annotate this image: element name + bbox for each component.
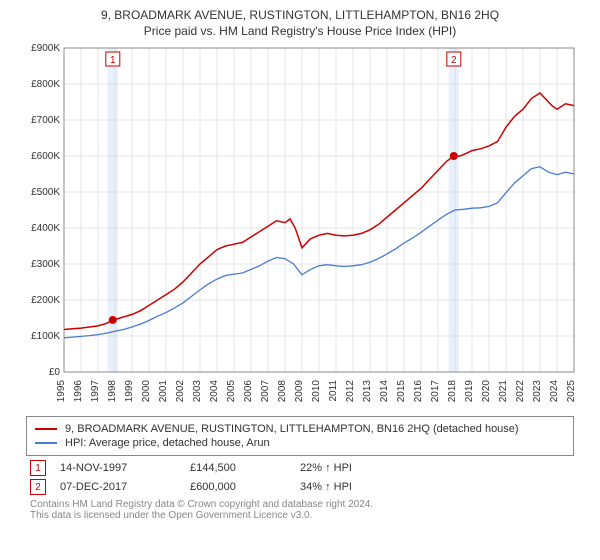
y-tick-label: £500K — [31, 187, 60, 198]
footer-copyright: Contains HM Land Registry data © Crown c… — [30, 499, 570, 510]
x-tick-label: 2018 — [447, 380, 458, 403]
legend-swatch — [35, 442, 57, 444]
y-tick-label: £0 — [49, 367, 61, 378]
x-tick-label: 2002 — [175, 380, 186, 403]
x-tick-label: 2004 — [209, 380, 220, 403]
x-tick-label: 2014 — [379, 380, 390, 403]
x-tick-label: 2011 — [328, 380, 339, 402]
y-tick-label: £400K — [31, 223, 60, 234]
y-tick-label: £100K — [31, 331, 60, 342]
events-table: 1 14-NOV-1997£144,50022% ↑ HPI 2 07-DEC-201… — [30, 460, 570, 495]
event-row: 1 14-NOV-1997£144,50022% ↑ HPI — [30, 460, 570, 476]
x-tick-label: 2001 — [158, 380, 169, 403]
legend-text: HPI: Average price, detached house, Arun — [65, 437, 270, 449]
x-tick-label: 2023 — [532, 380, 543, 403]
x-tick-label: 2009 — [294, 380, 305, 403]
x-tick-label: 2003 — [192, 380, 203, 403]
x-tick-label: 2017 — [430, 380, 441, 403]
x-tick-label: 2025 — [566, 380, 577, 403]
legend: 9, BROADMARK AVENUE, RUSTINGTON, LITTLEH… — [26, 416, 574, 456]
y-tick-label: £300K — [31, 259, 60, 270]
marker-label-num: 2 — [451, 55, 457, 66]
event-date: 07-DEC-2017 — [60, 481, 190, 493]
event-delta: 34% ↑ HPI — [300, 481, 420, 493]
legend-row: HPI: Average price, detached house, Arun — [35, 437, 565, 449]
x-tick-label: 1998 — [107, 380, 118, 403]
event-delta: 22% ↑ HPI — [300, 462, 420, 474]
x-tick-label: 1995 — [56, 380, 67, 403]
chart-title-line1: 9, BROADMARK AVENUE, RUSTINGTON, LITTLEH… — [0, 8, 600, 22]
x-tick-label: 1997 — [90, 380, 101, 403]
legend-swatch — [35, 428, 57, 430]
chart-svg: 1995 1996 1997 1998 1999 2000 2001 2002 2003 2004… — [20, 42, 580, 412]
y-tick-label: £200K — [31, 295, 60, 306]
x-tick-label: 2010 — [311, 380, 322, 403]
sale-marker — [450, 152, 458, 160]
x-tick-label: 2019 — [464, 380, 475, 403]
x-tick-label: 2005 — [226, 380, 237, 403]
x-tick-label: 2008 — [277, 380, 288, 403]
legend-text: 9, BROADMARK AVENUE, RUSTINGTON, LITTLEH… — [65, 423, 519, 435]
x-tick-label: 2021 — [498, 380, 509, 403]
chart: 1995 1996 1997 1998 1999 2000 2001 2002 2003 2004… — [20, 42, 580, 412]
x-tick-label: 2015 — [396, 380, 407, 403]
marker-label-num: 1 — [110, 55, 116, 66]
x-tick-label: 2013 — [362, 380, 373, 403]
event-price: £144,500 — [190, 462, 300, 474]
event-date: 14-NOV-1997 — [60, 462, 190, 474]
x-tick-label: 1999 — [124, 380, 135, 403]
footer-licence: This data is licensed under the Open Gov… — [30, 510, 570, 521]
y-tick-label: £600K — [31, 151, 60, 162]
x-tick-label: 2007 — [260, 380, 271, 403]
x-tick-label: 2012 — [345, 380, 356, 403]
x-tick-label: 2000 — [141, 380, 152, 403]
event-number-box: 1 — [30, 460, 46, 476]
chart-title-line2: Price paid vs. HM Land Registry's House … — [0, 24, 600, 38]
x-tick-label: 2024 — [549, 380, 560, 403]
x-tick-label: 1996 — [73, 380, 84, 403]
event-number-box: 2 — [30, 479, 46, 495]
y-tick-label: £900K — [31, 43, 60, 54]
x-tick-label: 2006 — [243, 380, 254, 403]
x-tick-label: 2020 — [481, 380, 492, 403]
y-tick-label: £800K — [31, 79, 60, 90]
y-tick-label: £700K — [31, 115, 60, 126]
x-tick-label: 2022 — [515, 380, 526, 403]
sale-marker — [109, 316, 117, 324]
x-tick-label: 2016 — [413, 380, 424, 403]
event-row: 2 07-DEC-2017£600,00034% ↑ HPI — [30, 479, 570, 495]
legend-row: 9, BROADMARK AVENUE, RUSTINGTON, LITTLEH… — [35, 423, 565, 435]
event-price: £600,000 — [190, 481, 300, 493]
